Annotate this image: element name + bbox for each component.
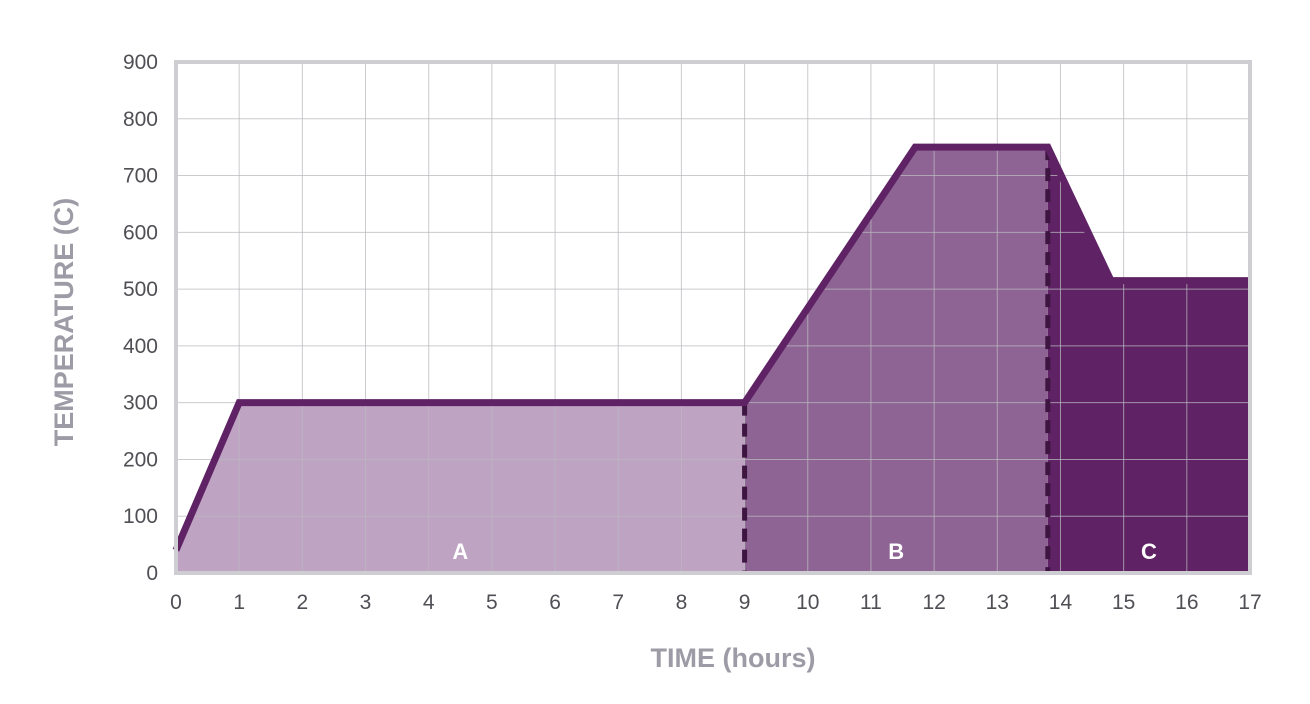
y-tick-label: 100 [123, 505, 158, 528]
x-axis-title: TIME (hours) [651, 643, 816, 673]
plot-frame-border [174, 60, 1252, 575]
y-tick-label: 600 [123, 221, 158, 244]
y-tick-label: 900 [123, 51, 158, 74]
x-tick-label: 11 [860, 591, 882, 614]
region-label-b: B [888, 539, 904, 564]
x-tick-label: 15 [1112, 591, 1135, 614]
x-tick-label: 7 [612, 591, 624, 614]
x-tick-label: 13 [986, 591, 1009, 614]
region-label-a: A [452, 539, 468, 564]
temperature-series-line [172, 143, 1250, 552]
x-tick-label: 8 [676, 591, 688, 614]
x-tick-label: 10 [796, 591, 819, 614]
y-tick-label: 200 [123, 448, 158, 471]
x-tick-label: 6 [549, 591, 561, 614]
x-tick-label: 3 [360, 591, 372, 614]
y-axis-title: TEMPERATURE (C) [49, 198, 79, 446]
region-boundaries [742, 147, 1051, 573]
y-tick-label: 700 [123, 165, 158, 188]
y-tick-label: 300 [123, 392, 158, 415]
y-tick-label: 0 [146, 562, 158, 585]
temperature-line [172, 143, 1250, 552]
region-fills [176, 147, 1250, 573]
x-tick-label: 4 [423, 591, 435, 614]
region-labels: A B C [452, 539, 1157, 564]
x-axis-ticks: 0 1 2 3 4 5 6 7 8 9 10 11 12 13 14 15 16 17 [170, 591, 1262, 614]
x-tick-label: 5 [486, 591, 498, 614]
y-tick-label: 500 [123, 278, 158, 301]
region-label-c: C [1141, 539, 1157, 564]
x-tick-label: 2 [297, 591, 309, 614]
plot-frame [174, 60, 1252, 575]
y-tick-label: 400 [123, 335, 158, 358]
y-axis-ticks: 0 100 200 300 400 500 600 700 800 900 [123, 51, 158, 585]
x-tick-label: 9 [739, 591, 751, 614]
x-tick-label: 14 [1049, 591, 1073, 614]
x-tick-label: 16 [1175, 591, 1198, 614]
region-fill-a [176, 402, 745, 573]
y-tick-label: 800 [123, 108, 158, 131]
x-tick-label: 12 [922, 591, 945, 614]
region-fill-c [1047, 147, 1250, 573]
x-tick-label: 17 [1238, 591, 1261, 614]
x-tick-label: 1 [233, 591, 245, 614]
x-tick-label: 0 [170, 591, 182, 614]
region-fill-b [744, 147, 1048, 573]
